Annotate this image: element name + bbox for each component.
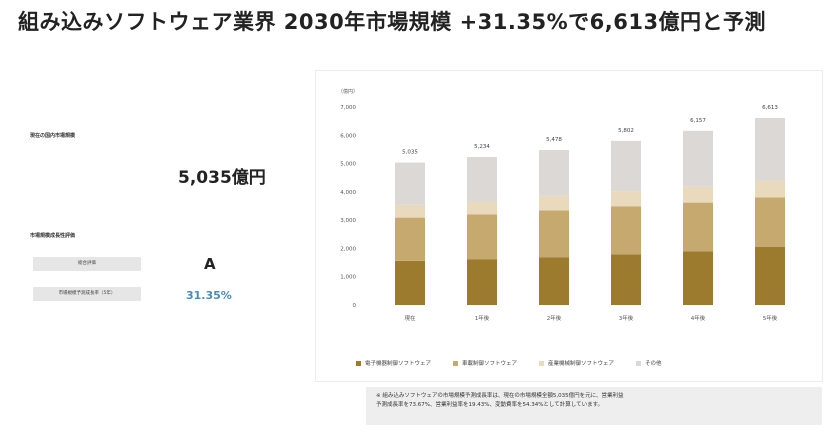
bar-segment [395,162,425,205]
x-tick-label: 1年後 [475,314,490,322]
x-tick-label: 現在 [404,314,416,322]
bar-segment [539,210,569,258]
bar-segment [683,186,713,203]
footnote: ※ 組み込みソフトウェアの市場規模予測成長率は、現在の市場規模全額5,035億円… [366,387,822,425]
bar-segment [755,117,785,181]
bar-segment [755,180,785,198]
page-title: 組み込みソフトウェア業界 2030年市場規模 +31.35%で6,613億円と予… [18,10,767,34]
overall-grade: A [204,255,216,273]
y-tick-label: 0 [353,303,357,309]
bar-segment [467,156,497,202]
legend-item: 電子機器制御ソフトウェア [356,359,431,367]
legend-item: 車載制御ソフトウェア [453,359,517,367]
x-tick-label: 3年後 [619,314,634,322]
legend-item: その他 [636,359,662,367]
y-tick-label: 7,000 [340,105,356,111]
bar-segment [611,206,641,255]
market-size-value: 5,035億円 [178,168,266,188]
legend-swatch [636,360,642,366]
bar-segment [539,257,569,305]
legend-label: 電子機器制御ソフトウェア [365,361,432,367]
x-tick-label: 5年後 [763,314,778,322]
overall-eval-pill: 総合評価 [33,257,141,271]
bar-segment [539,150,569,196]
legend-swatch [453,360,459,366]
growth-rate-value: 31.35% [186,289,232,302]
market-size-label: 現在の国内市場規模 [30,133,76,139]
chart-card: （億円） 0 1,000 2,000 3,000 4,000 5,000 6,000 7,000… [315,70,823,382]
chart-legend: 電子機器制御ソフトウェア 車載制御ソフトウェア 産業機械制御ソフトウェア その他 [356,357,796,369]
bar-segment [611,140,641,192]
y-tick-label: 5,000 [340,162,356,168]
stacked-bar-chart: （億円） 0 1,000 2,000 3,000 4,000 5,000 6,000 7,000… [338,88,785,322]
bar-total-label: 5,478 [546,137,562,143]
y-tick-label: 1,000 [340,275,356,281]
growth-rate-pill: 市場規模予測成長率（5年） [33,287,141,301]
summary-panel: 現在の国内市場規模 5,035億円 市場規模成長性評価 総合評価 A 市場規模予… [18,70,308,390]
bar-total-label: 5,234 [474,144,490,150]
growth-eval-label: 市場規模成長性評価 [30,233,76,239]
bar-segment [683,251,713,305]
bar-total-label: 6,157 [690,118,706,124]
bar-segment [395,204,425,218]
y-tick-label: 4,000 [340,190,356,196]
legend-item: 産業機械制御ソフトウェア [539,359,614,367]
bar-segment [611,254,641,305]
legend-label: 産業機械制御ソフトウェア [548,361,615,367]
legend-label: 車載制御ソフトウェア [462,361,518,367]
legend-swatch [539,360,545,366]
y-tick-label: 2,000 [340,246,356,252]
bar-segment [539,195,569,211]
bar-segment [467,259,497,305]
bar-segment [683,130,713,187]
bar-total-label: 5,035 [402,150,418,156]
x-tick-label: 4年後 [691,314,706,322]
footnote-line-2: 予測成長率を73.67%、営業利益率を19.43%、変動費率を54.34%として… [376,402,604,408]
y-unit-label: （億円） [338,88,358,95]
bar-segment [467,214,497,260]
footnote-line-1: ※ 組み込みソフトウェアの市場規模予測成長率は、現在の市場規模全額5,035億円… [376,393,624,399]
bar-segment [467,201,497,215]
bar-segment [755,197,785,248]
x-tick-label: 2年後 [547,314,562,322]
y-tick-label: 6,000 [340,133,356,139]
bar-segment [683,202,713,252]
bar-segment [611,191,641,207]
bar-segment [755,247,785,305]
legend-swatch [356,360,361,366]
bar-segment [395,217,425,261]
bar-total-label: 5,802 [618,128,634,134]
y-tick-label: 3,000 [340,218,356,224]
legend-label: その他 [645,361,662,367]
bar-segment [395,260,425,305]
bar-total-label: 6,613 [762,105,778,111]
